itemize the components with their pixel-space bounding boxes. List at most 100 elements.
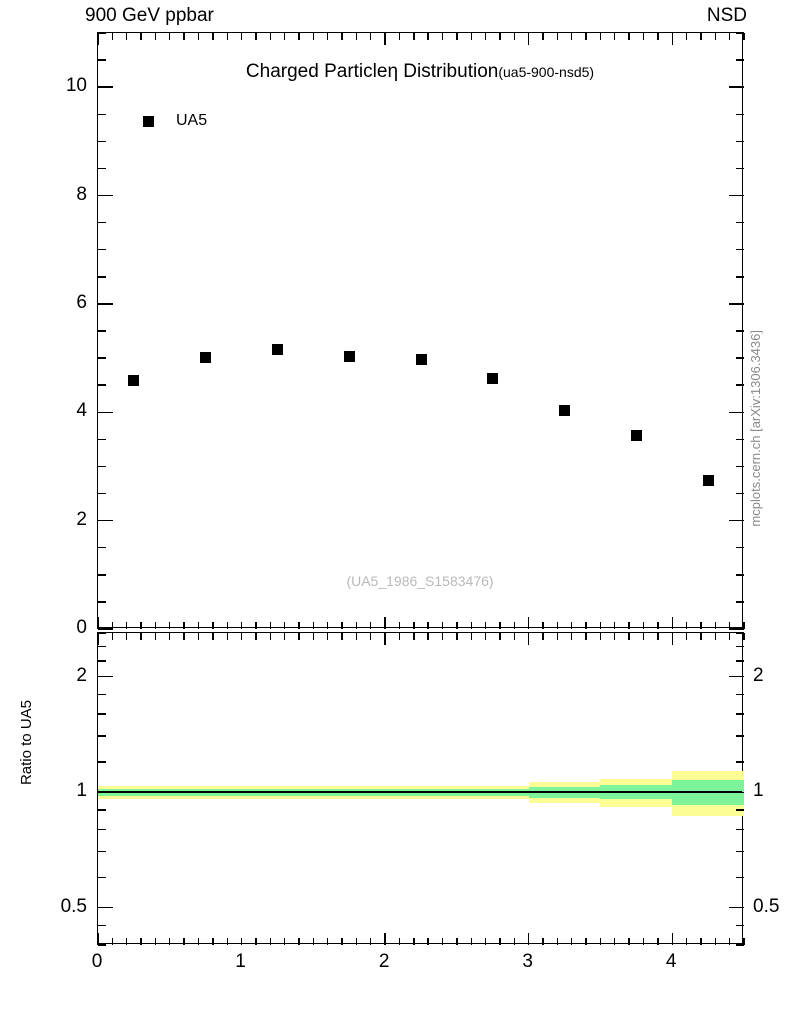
ratio-x-minor-tick	[585, 938, 587, 945]
main-plot-panel: Charged Particleη Distribution(ua5-900-n…	[97, 32, 745, 630]
ratio-y-minor-tick	[736, 828, 744, 831]
x-minor-tick	[326, 33, 329, 40]
ratio-reference-line	[98, 791, 742, 794]
ratio-x-minor-tick	[312, 633, 315, 640]
y-minor-tick	[736, 32, 744, 34]
data-point	[630, 429, 642, 441]
ratio-y-minor-tick	[736, 713, 744, 715]
ratio-y-minor-tick	[736, 693, 744, 695]
ratio-x-minor-tick	[542, 633, 544, 640]
ratio-x-minor-tick	[212, 633, 214, 640]
ratio-x-minor-tick	[398, 633, 401, 640]
legend-label-ua5: UA5	[176, 112, 208, 129]
x-minor-tick	[169, 622, 171, 629]
y-major-tick	[98, 194, 113, 197]
x-minor-tick	[427, 33, 429, 40]
ratio-x-minor-tick	[240, 938, 243, 945]
ratio-x-minor-tick	[628, 938, 630, 945]
ratio-y-minor-tick	[736, 660, 744, 662]
x-minor-tick	[398, 33, 401, 40]
ratio-y-minor-tick	[736, 876, 744, 879]
x-major-tick	[671, 33, 673, 45]
ratio-x-minor-tick	[599, 938, 602, 945]
ratio-x-minor-tick	[355, 633, 358, 640]
ratio-x-minor-tick	[556, 938, 559, 945]
x-minor-tick	[484, 33, 487, 40]
x-minor-tick	[370, 33, 372, 40]
ratio-x-major-tick	[384, 933, 386, 945]
y-major-tick	[98, 86, 113, 88]
ratio-y-minor-tick	[736, 645, 744, 648]
ratio-x-minor-tick	[571, 938, 573, 945]
main-y-tick-label: 0	[76, 617, 87, 638]
x-minor-tick	[470, 622, 472, 629]
x-minor-tick	[585, 33, 587, 40]
x-minor-tick	[728, 33, 731, 40]
main-y-tick-label: 6	[76, 291, 87, 313]
ratio-x-minor-tick	[427, 938, 429, 945]
x-major-tick	[97, 33, 99, 45]
x-minor-tick	[312, 33, 315, 40]
ratio-x-major-tick	[671, 633, 673, 645]
x-minor-tick	[700, 33, 702, 40]
x-minor-tick	[728, 622, 731, 629]
x-minor-tick	[341, 33, 343, 40]
legend-marker-ua5	[143, 115, 154, 127]
data-point	[702, 474, 714, 486]
ratio-x-major-tick	[527, 933, 530, 945]
x-minor-tick	[226, 622, 228, 629]
ratio-x-minor-tick	[585, 633, 587, 640]
ratio-y-minor-tick	[98, 713, 106, 715]
ratio-y-minor-tick	[98, 876, 106, 879]
ratio-x-minor-tick	[628, 633, 630, 640]
x-minor-tick	[355, 33, 358, 40]
ratio-y-minor-tick	[736, 632, 744, 634]
x-minor-tick	[326, 622, 329, 629]
ratio-y-major-tick	[729, 676, 744, 678]
x-minor-tick	[298, 33, 300, 40]
data-point	[415, 354, 427, 366]
ratio-x-minor-tick	[140, 633, 142, 640]
data-point	[128, 375, 140, 387]
ratio-x-minor-tick	[657, 938, 659, 945]
ratio-x-minor-tick	[685, 633, 688, 640]
main-y-tick-label: 4	[76, 400, 87, 422]
legend: UA5	[143, 112, 207, 130]
x-minor-tick	[714, 622, 716, 629]
x-minor-tick	[470, 33, 472, 40]
ratio-x-minor-tick	[484, 938, 487, 945]
y-minor-tick	[98, 276, 106, 278]
ratio-y-minor-tick	[736, 809, 744, 811]
y-major-tick	[729, 628, 744, 630]
x-minor-tick	[183, 33, 185, 40]
y-minor-tick	[98, 249, 106, 251]
ratio-x-minor-tick	[700, 938, 702, 945]
x-minor-tick	[542, 622, 544, 629]
x-minor-tick	[657, 622, 659, 629]
ratio-y-tick-label-right: 2	[753, 664, 764, 686]
x-minor-tick	[456, 622, 458, 629]
plot-title-main: Charged Particleη Distribution	[245, 61, 499, 82]
y-minor-tick	[98, 113, 106, 115]
ratio-x-minor-tick	[743, 633, 745, 640]
x-minor-tick	[169, 33, 171, 40]
y-minor-tick	[98, 438, 106, 441]
ratio-y-minor-tick	[98, 735, 106, 737]
ratio-x-minor-tick	[197, 633, 200, 640]
ratio-x-minor-tick	[341, 938, 343, 945]
y-minor-tick	[98, 357, 106, 359]
x-major-tick	[384, 617, 386, 629]
y-minor-tick	[736, 330, 744, 332]
x-tick-label: 0	[91, 951, 103, 972]
y-major-tick	[729, 303, 744, 305]
ratio-axis-label: Ratio to UA5	[18, 700, 35, 786]
ratio-x-minor-tick	[111, 938, 114, 945]
x-minor-tick	[484, 622, 487, 629]
ratio-y-major-tick	[729, 907, 744, 909]
data-point	[271, 343, 283, 355]
x-minor-tick	[642, 33, 645, 40]
x-minor-tick	[298, 622, 300, 629]
ratio-y-minor-tick	[736, 851, 744, 853]
ratio-x-minor-tick	[169, 938, 171, 945]
